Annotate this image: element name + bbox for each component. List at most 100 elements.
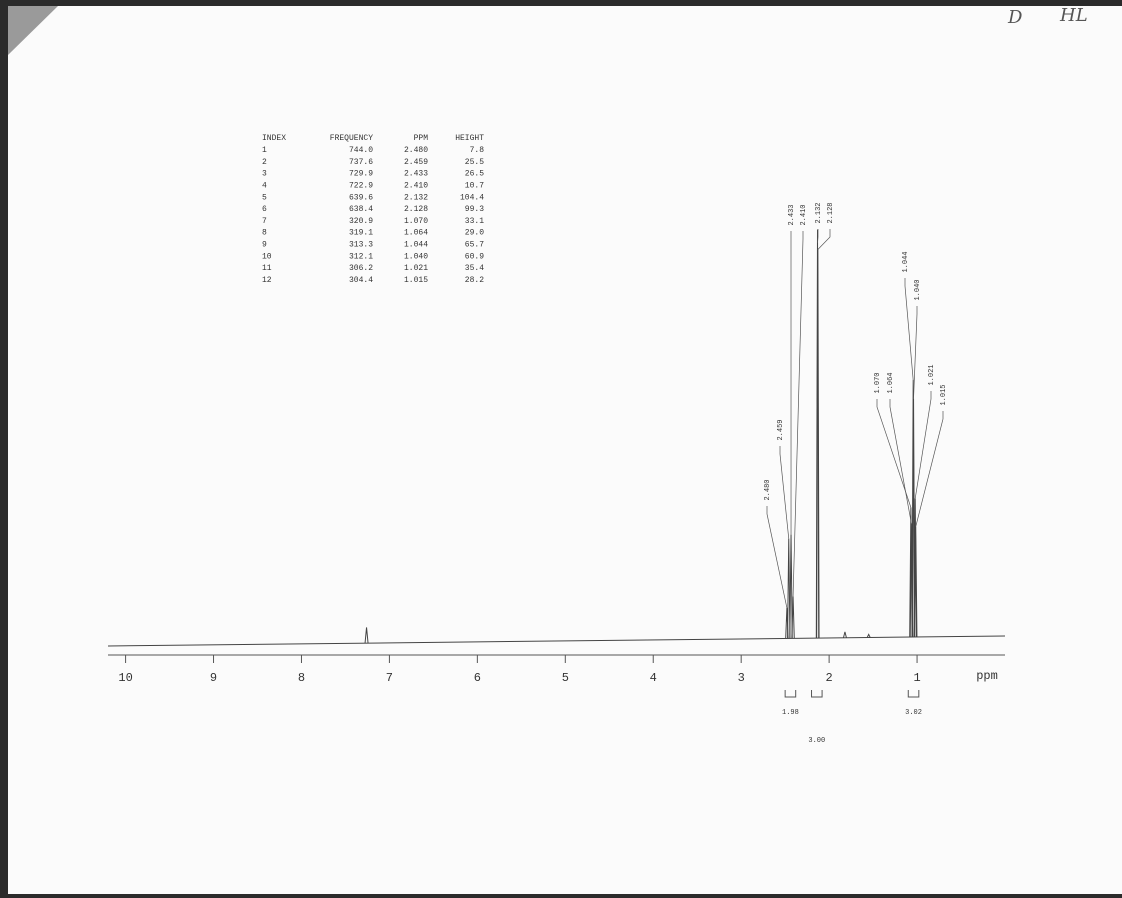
corner-fold [8,6,58,55]
table-cell: 3 [262,170,267,179]
table-cell: 99.3 [465,205,484,214]
x-tick-label: 7 [386,671,393,685]
x-tick-label: 1 [913,671,920,685]
table-cell: 7.8 [470,146,485,155]
table-cell: 639.6 [349,193,373,202]
integral-bracket [784,690,797,698]
table-header: PPM [414,134,429,143]
table-cell: 7 [262,217,267,226]
leader-line [914,391,932,499]
peak-label: 2.480 [764,479,772,500]
annotation: HL [1059,5,1088,26]
leader-line [876,399,912,508]
baseline [107,635,1006,647]
table-cell: 1.064 [404,229,428,238]
leader-line [904,278,914,380]
table-cell: 1.015 [404,276,428,285]
table-cell: 744.0 [349,146,373,155]
leader-line [766,506,788,608]
table-cell: 60.9 [465,252,484,261]
peak [816,249,820,639]
table-cell: 10.7 [465,182,484,191]
peak-label: 1.064 [887,372,895,393]
table-cell: 2.480 [404,146,428,155]
peak-label: 1.015 [940,384,948,405]
x-axis-label: ppm [976,669,998,683]
integral-bracket [907,690,920,698]
paper [8,6,1122,894]
integral-label: 1.98 [782,709,799,717]
table-cell: 8 [262,229,267,238]
leader-line [792,231,804,597]
integral-bracket [811,690,823,698]
table-cell: 33.1 [465,217,484,226]
x-tick-label: 3 [738,671,745,685]
table-cell: 320.9 [349,217,373,226]
table-cell: 1.021 [404,264,428,273]
leader-line [913,306,918,399]
table-cell: 11 [262,264,272,273]
integral-label: 3.00 [808,737,825,745]
annotation: D [1007,7,1023,28]
leader-line [779,446,790,539]
peak-label: 1.070 [874,372,882,393]
table-cell: 1.040 [404,252,428,261]
table-cell: 1.044 [404,241,428,250]
table-cell: 729.9 [349,170,373,179]
peak [364,627,369,644]
table-header: FREQUENCY [330,134,373,143]
x-tick-label: 8 [298,671,305,685]
peak [842,631,847,638]
peak [866,633,871,638]
x-tick-label: 9 [210,671,217,685]
table-cell: 2.459 [404,158,428,167]
table-cell: 306.2 [349,264,373,273]
peak-label: 2.459 [777,419,785,440]
table-header: HEIGHT [455,134,484,143]
table-cell: 313.3 [349,241,373,250]
table-cell: 319.1 [349,229,373,238]
table-header: INDEX [262,134,286,143]
table-cell: 35.4 [465,264,484,273]
peak-label: 1.044 [902,251,910,272]
table-cell: 2.132 [404,193,428,202]
table-cell: 1.070 [404,217,428,226]
table-cell: 6 [262,205,267,214]
table-cell: 4 [262,182,267,191]
table-cell: 2.433 [404,170,428,179]
leader-line [889,399,912,524]
peak-label: 2.132 [815,202,823,223]
x-tick-label: 2 [826,671,833,685]
table-cell: 5 [262,193,267,202]
x-tick-label: 4 [650,671,657,685]
x-tick-label: 5 [562,671,569,685]
peak-label: 2.128 [827,202,835,223]
table-cell: 722.9 [349,182,373,191]
table-cell: 28.2 [465,276,484,285]
peak-label: 1.040 [914,279,922,300]
x-tick-label: 10 [118,671,132,685]
integral-label: 3.02 [905,709,922,717]
table-cell: 26.5 [465,170,484,179]
peak [789,534,793,639]
table-cell: 104.4 [460,193,484,202]
leader-line [817,229,831,250]
peak-label: 1.021 [928,364,936,385]
table-cell: 10 [262,252,272,261]
table-cell: 2 [262,158,267,167]
table-cell: 737.6 [349,158,373,167]
peak-label: 2.433 [788,204,796,225]
table-cell: 25.5 [465,158,484,167]
table-cell: 638.4 [349,205,373,214]
table-cell: 65.7 [465,241,484,250]
leader-line [915,411,944,527]
x-tick-label: 6 [474,671,481,685]
table-cell: 2.410 [404,182,428,191]
table-cell: 2.128 [404,205,428,214]
table-cell: 12 [262,276,272,285]
table-cell: 304.4 [349,276,373,285]
table-cell: 1 [262,146,267,155]
table-cell: 312.1 [349,252,373,261]
